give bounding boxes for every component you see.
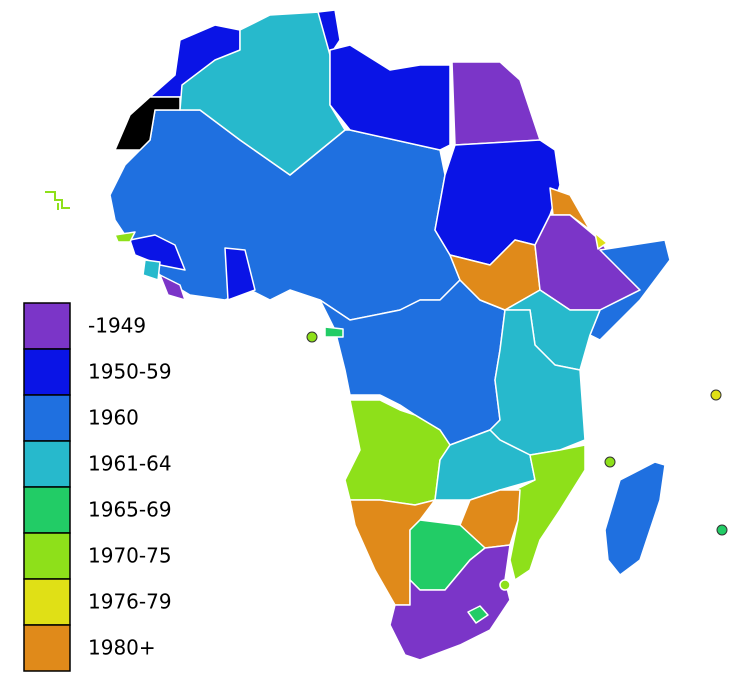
legend-swatch: [23, 440, 71, 488]
swaziland: [499, 579, 511, 591]
legend-label: 1960: [88, 406, 139, 430]
legend-label: 1950-59: [88, 360, 172, 384]
ghana: [224, 247, 256, 301]
legend-swatch: [23, 348, 71, 396]
legend: -1949 1950-59 1960 1961-64 1965-69 1970-75 197…: [23, 302, 172, 672]
legend-label: 1980+: [88, 636, 156, 660]
madagascar: [604, 461, 666, 576]
equatorial-guinea: [324, 326, 344, 338]
cape-verde: [45, 191, 70, 210]
legend-swatch: [23, 394, 71, 442]
legend-label: 1976-79: [88, 590, 172, 614]
legend-label: 1970-75: [88, 544, 172, 568]
djibouti: [594, 232, 608, 250]
mauritius: [716, 524, 728, 536]
legend-label: -1949: [88, 314, 146, 338]
legend-swatch: [23, 532, 71, 580]
sierra-leone: [142, 259, 161, 281]
legend-label: 1961-64: [88, 452, 172, 476]
egypt: [451, 61, 541, 146]
libya: [329, 44, 451, 151]
south-africa: [389, 544, 511, 661]
liberia: [159, 274, 186, 301]
somalia: [589, 239, 671, 341]
tunisia: [317, 9, 341, 56]
legend-swatch: [23, 578, 71, 626]
lesotho: [467, 605, 489, 624]
legend-swatch: [23, 486, 71, 534]
legend-swatch: [23, 624, 71, 672]
regions: [45, 9, 728, 661]
comoros: [710, 389, 722, 401]
guinea: [129, 234, 186, 271]
sao-tome: [306, 331, 318, 343]
legend-label: 1965-69: [88, 498, 172, 522]
guinea-bissau: [114, 231, 136, 243]
seychelles: [604, 456, 616, 468]
legend-swatch: [23, 302, 71, 350]
